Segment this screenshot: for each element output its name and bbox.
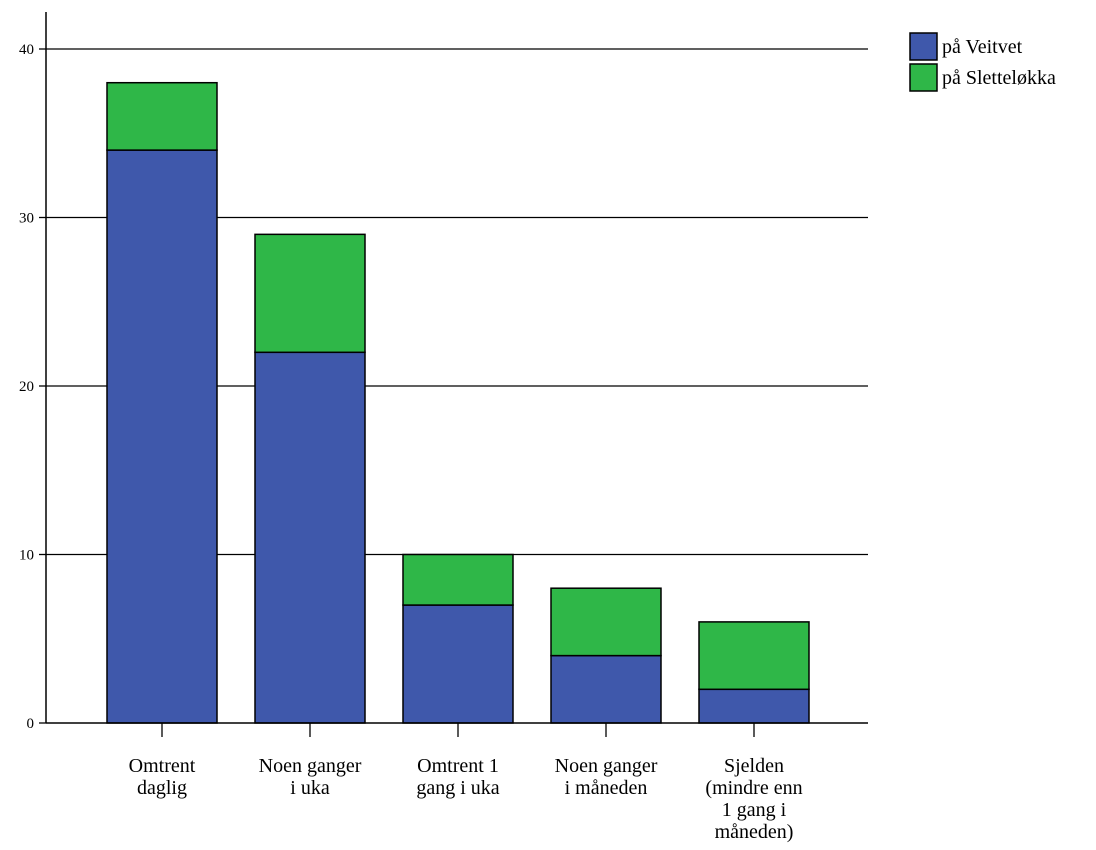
x-category-label: Noen ganger i uka [259, 755, 362, 799]
bar-segment-veitvet-2 [402, 604, 514, 724]
x-category-label: Omtrent 1 gang i uka [416, 755, 499, 799]
x-category-label: Noen ganger i måneden [555, 755, 658, 799]
labels: 0 10 20 30 40 Omtrent daglig Noen ganger i uka Om… [19, 42, 803, 843]
legend: på Veitvet på Sletteløkka [909, 32, 1056, 92]
x-category-label: Sjelden (mindre enn 1 gang i måneden) [705, 755, 802, 843]
bar-segment-slettelokka-4 [698, 621, 810, 691]
legend-swatch-veitvet [909, 32, 938, 61]
bars [106, 81, 810, 724]
bar-segment-slettelokka-0 [106, 81, 218, 151]
y-tick-label: 20 [19, 379, 34, 395]
axes [39, 12, 868, 737]
y-tick-label: 30 [19, 211, 34, 227]
bar-segment-veitvet-1 [254, 351, 366, 724]
y-tick-label: 0 [27, 716, 35, 732]
legend-label-slettelokka: på Sletteløkka [942, 67, 1056, 89]
x-category-label: Omtrent daglig [129, 755, 196, 799]
y-tick-label: 10 [19, 548, 34, 564]
y-tick-label: 40 [19, 42, 34, 58]
legend-swatch-slettelokka [909, 63, 938, 92]
bar-segment-slettelokka-1 [254, 233, 366, 354]
bar-segment-slettelokka-3 [550, 587, 662, 657]
bar-segment-veitvet-0 [106, 149, 218, 724]
bar-segment-slettelokka-2 [402, 553, 514, 606]
bar-segment-veitvet-3 [550, 654, 662, 724]
legend-label-veitvet: på Veitvet [942, 36, 1023, 58]
bar-segment-veitvet-4 [698, 688, 810, 724]
